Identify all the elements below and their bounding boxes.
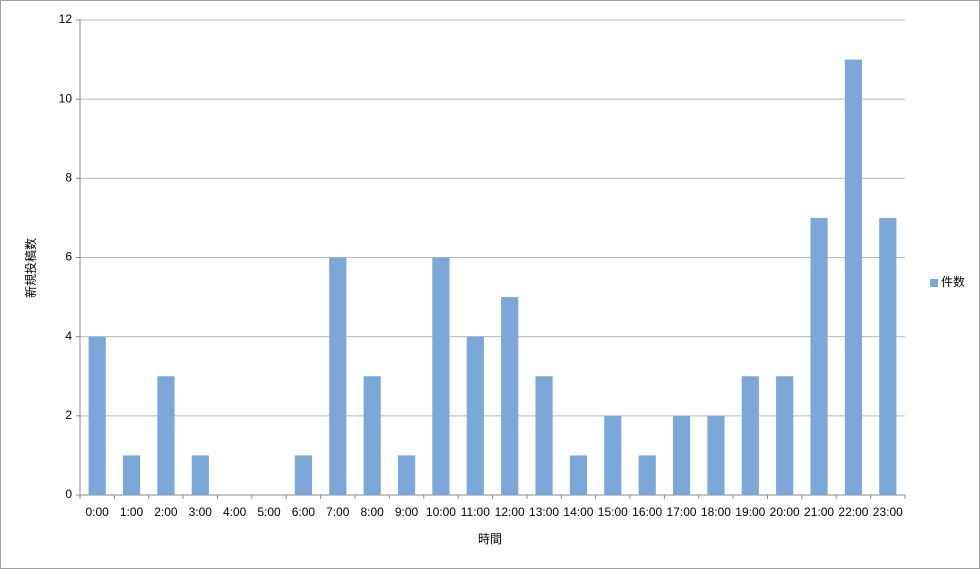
x-tick-label: 13:00: [529, 505, 559, 519]
x-tick-label: 16:00: [632, 505, 662, 519]
bar: [707, 415, 725, 495]
x-tick-label: 18:00: [701, 505, 731, 519]
x-tick-label: 6:00: [292, 505, 316, 519]
x-tick-label: 5:00: [257, 505, 281, 519]
x-tick-label: 14:00: [563, 505, 593, 519]
bar: [88, 336, 106, 495]
x-tick-label: 9:00: [395, 505, 419, 519]
bar: [741, 376, 759, 495]
bar: [501, 297, 519, 495]
y-tick-label: 12: [59, 12, 73, 26]
y-tick-label: 2: [65, 408, 72, 422]
bar: [569, 455, 588, 495]
bar: [294, 455, 313, 495]
x-tick-label: 0:00: [86, 505, 110, 519]
bar: [672, 415, 691, 495]
x-tick-label: 19:00: [735, 505, 765, 519]
bar: [329, 257, 347, 495]
bar: [535, 376, 553, 495]
x-tick-label: 1:00: [120, 505, 144, 519]
bar: [810, 217, 828, 495]
x-tick-label: 22:00: [838, 505, 868, 519]
bar: [122, 455, 141, 495]
x-tick-label: 7:00: [326, 505, 350, 519]
y-tick-label: 0: [65, 487, 72, 501]
bar: [157, 376, 175, 495]
legend-swatch: [930, 279, 938, 287]
x-tick-label: 15:00: [598, 505, 628, 519]
x-tick-label: 3:00: [189, 505, 213, 519]
x-tick-label: 12:00: [495, 505, 525, 519]
bar: [844, 59, 863, 495]
x-tick-label: 17:00: [667, 505, 697, 519]
bar: [432, 257, 450, 495]
y-tick-label: 10: [59, 91, 73, 105]
x-tick-label: 2:00: [154, 505, 178, 519]
bar: [879, 217, 897, 495]
x-tick-label: 10:00: [426, 505, 456, 519]
bar: [363, 376, 381, 495]
x-tick-label: 11:00: [461, 505, 490, 519]
bar: [776, 376, 794, 495]
legend-label: 件数: [941, 274, 965, 289]
bar: [604, 415, 622, 495]
x-tick-label: 8:00: [361, 505, 385, 519]
y-axis-title: 新規投稿数: [23, 238, 38, 298]
x-tick-label: 23:00: [873, 505, 903, 519]
y-tick-label: 8: [65, 171, 72, 185]
x-tick-label: 21:00: [804, 505, 834, 519]
x-axis-title: 時間: [478, 532, 502, 546]
bar: [191, 455, 209, 495]
bar: [466, 336, 484, 495]
x-tick-label: 20:00: [770, 505, 800, 519]
x-tick-label: 4:00: [223, 505, 247, 519]
bar: [397, 455, 416, 495]
y-tick-label: 6: [65, 250, 72, 264]
y-tick-label: 4: [65, 329, 72, 343]
bar: [638, 455, 656, 495]
